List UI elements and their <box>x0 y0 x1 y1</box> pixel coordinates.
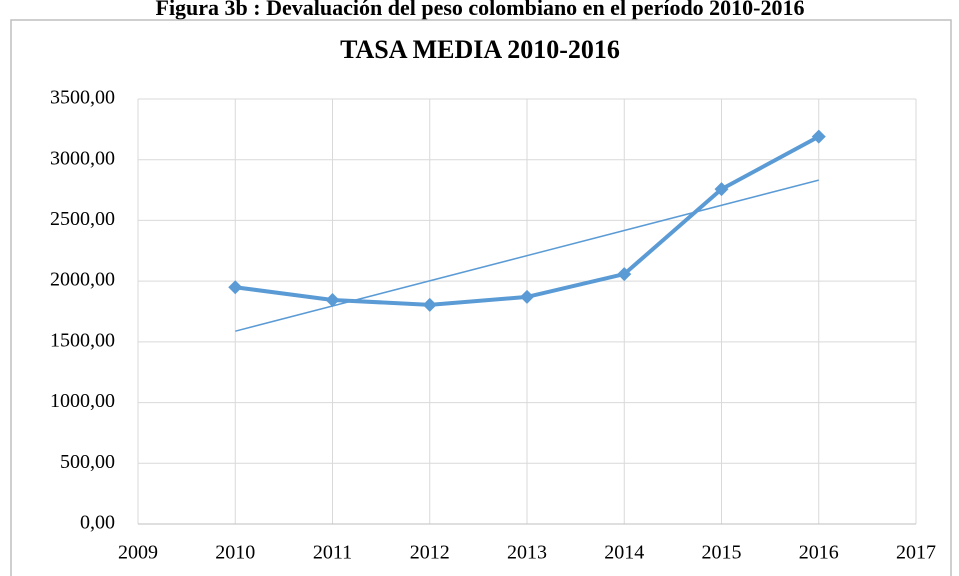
y-tick-label: 500,00 <box>60 451 115 473</box>
x-tick-label: 2009 <box>118 542 158 564</box>
x-tick-label: 2015 <box>702 542 742 564</box>
y-tick-label: 2500,00 <box>50 208 115 230</box>
y-tick-label: 0,00 <box>80 512 115 534</box>
marker <box>228 280 243 295</box>
chart-frame <box>10 19 952 576</box>
marker <box>422 297 437 312</box>
chart-title: TASA MEDIA 2010-2016 <box>340 35 620 64</box>
marker <box>714 182 729 197</box>
x-tick-label: 2010 <box>215 542 255 564</box>
marker <box>811 129 826 144</box>
y-tick-label: 3500,00 <box>50 87 115 109</box>
x-tick-label: 2016 <box>799 542 839 564</box>
x-tick-label: 2013 <box>507 542 547 564</box>
marker <box>520 289 534 304</box>
x-tick-label: 2017 <box>896 542 936 564</box>
marker <box>325 292 340 307</box>
x-tick-label: 2011 <box>313 542 352 564</box>
caption: Figura 3b : Devaluación del peso colombi… <box>156 0 805 20</box>
y-tick-label: 1500,00 <box>50 329 115 351</box>
x-tick-label: 2012 <box>410 542 450 564</box>
marker <box>617 267 632 282</box>
y-tick-label: 3000,00 <box>50 147 115 169</box>
y-tick-label: 1000,00 <box>50 390 115 412</box>
y-tick-label: 2000,00 <box>50 269 115 291</box>
x-tick-label: 2014 <box>604 542 644 564</box>
